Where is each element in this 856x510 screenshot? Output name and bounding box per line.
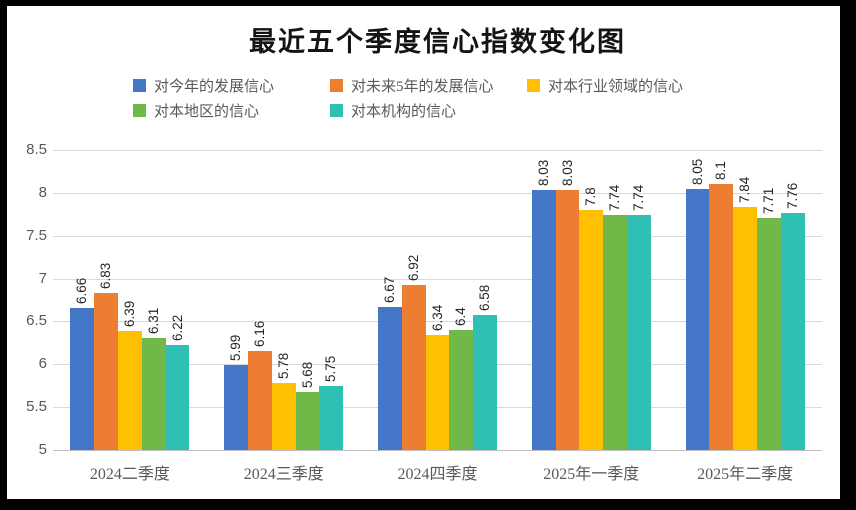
bar-4-4	[780, 213, 805, 450]
bar-1-3	[555, 190, 580, 450]
bar-value-label: 5.68	[299, 361, 315, 388]
bar-0-4	[685, 188, 710, 450]
x-axis-line	[53, 450, 822, 451]
legend-marker-icon	[133, 79, 146, 92]
bar-1-0	[94, 293, 118, 450]
y-axis-tick-label: 7	[38, 269, 47, 287]
legend-marker-icon	[527, 79, 540, 92]
bar-3-0	[141, 337, 166, 450]
bar-value-label: 6.16	[251, 320, 267, 347]
bar-value-label: 6.31	[145, 307, 161, 334]
legend-item: 对本地区的信心	[133, 100, 330, 121]
x-axis-category-label: 2024四季度	[397, 466, 478, 483]
gridline	[53, 278, 822, 280]
bar-4-1	[319, 385, 344, 450]
bar-value-label: 8.03	[559, 160, 575, 187]
bar-4-3	[627, 215, 651, 450]
bar-value-label: 8.1	[713, 161, 729, 181]
bar-value-label: 5.99	[228, 334, 244, 362]
gridline	[53, 192, 822, 194]
legend-item: 对本行业领域的信心	[527, 75, 724, 96]
legend-item-label: 对未来5年的发展信心	[351, 79, 494, 95]
legend-marker-icon	[330, 79, 343, 92]
bar-value-label: 7.8	[583, 187, 599, 206]
y-axis-tick-label: 5.5	[26, 398, 47, 416]
bar-4-0	[165, 345, 190, 450]
y-axis-tick-label: 6	[38, 355, 47, 373]
y-axis-tick-label: 8.5	[26, 141, 47, 158]
bar-value-label: 8.03	[535, 160, 551, 187]
bar-value-label: 7.71	[760, 187, 776, 214]
bar-2-1	[271, 383, 296, 450]
bar-value-label: 7.84	[737, 176, 753, 203]
legend-marker-icon	[330, 104, 343, 117]
bar-value-label: 5.75	[323, 355, 339, 382]
bar-3-1	[295, 391, 320, 450]
bar-value-label: 8.05	[689, 158, 705, 185]
bar-3-2	[449, 330, 474, 450]
x-axis-category-label: 2024二季度	[89, 466, 170, 483]
gridline	[53, 321, 822, 323]
bar-0-2	[378, 306, 402, 450]
bar-value-label: 6.67	[381, 276, 397, 303]
legend-row: 对今年的发展信心 对未来5年的发展信心 对本行业领域的信心	[133, 73, 724, 98]
y-axis-tick-label: 8	[38, 183, 47, 201]
bar-2-0	[118, 330, 142, 450]
legend-item-label: 对本机构的信心	[351, 104, 457, 120]
bar-value-label: 5.78	[275, 352, 291, 380]
chart-panel: 最近五个季度信心指数变化图 对今年的发展信心 对未来5年的发展信心 对本行业领域的信…	[7, 6, 840, 499]
legend-item-label: 对本行业领域的信心	[548, 79, 684, 95]
bar-3-4	[757, 217, 781, 450]
bar-4-2	[473, 314, 497, 450]
bar-3-3	[603, 215, 627, 450]
plot-area: 8.5 8 7.5 7 6.5 6 5.5 5 6.66 6.83 6.39 6.31 6.22 2024…	[26, 141, 822, 483]
gridline	[53, 235, 822, 237]
bar-value-label: 6.4	[453, 307, 469, 326]
y-axis-tick-label: 6.5	[26, 312, 47, 330]
bar-value-label: 6.66	[74, 277, 90, 304]
chart-legend: 对今年的发展信心 对未来5年的发展信心 对本行业领域的信心对本地区的信心 对本机构的信…	[133, 73, 724, 123]
bar-value-label: 6.22	[169, 315, 185, 342]
bar-value-label: 7.74	[630, 184, 646, 212]
y-axis-tick-label: 5	[38, 441, 47, 458]
bar-1-1	[248, 350, 272, 450]
bar-value-label: 6.83	[98, 262, 114, 290]
bar-0-1	[224, 365, 248, 450]
bar-value-label: 6.34	[429, 304, 445, 332]
bar-1-2	[401, 285, 426, 450]
legend-row: 对本地区的信心 对本机构的信心	[133, 98, 724, 123]
x-axis-category-label: 2025年二季度	[697, 466, 794, 483]
y-axis-tick-label: 7.5	[26, 226, 47, 244]
bar-2-2	[425, 335, 450, 450]
legend-marker-icon	[133, 104, 146, 117]
legend-item: 对未来5年的发展信心	[330, 75, 527, 96]
bar-2-4	[733, 206, 757, 450]
gridline	[53, 150, 822, 151]
legend-item-label: 对今年的发展信心	[154, 79, 275, 95]
bar-value-label: 7.76	[784, 183, 800, 210]
bar-0-0	[70, 307, 95, 450]
bar-2-3	[579, 210, 604, 450]
legend-item-label: 对本地区的信心	[154, 104, 260, 120]
bar-value-label: 7.74	[607, 184, 623, 212]
chart-title: 最近五个季度信心指数变化图	[249, 27, 626, 57]
x-axis-category-label: 2025年一季度	[543, 466, 640, 483]
bar-value-label: 6.92	[405, 255, 421, 282]
x-axis-category-label: 2024三季度	[243, 466, 324, 483]
bar-0-3	[531, 190, 556, 450]
bar-value-label: 6.39	[121, 300, 137, 327]
legend-item: 对本机构的信心	[330, 100, 527, 121]
bar-1-4	[709, 184, 734, 450]
legend-item: 对今年的发展信心	[133, 75, 330, 96]
bar-value-label: 6.58	[477, 284, 493, 311]
